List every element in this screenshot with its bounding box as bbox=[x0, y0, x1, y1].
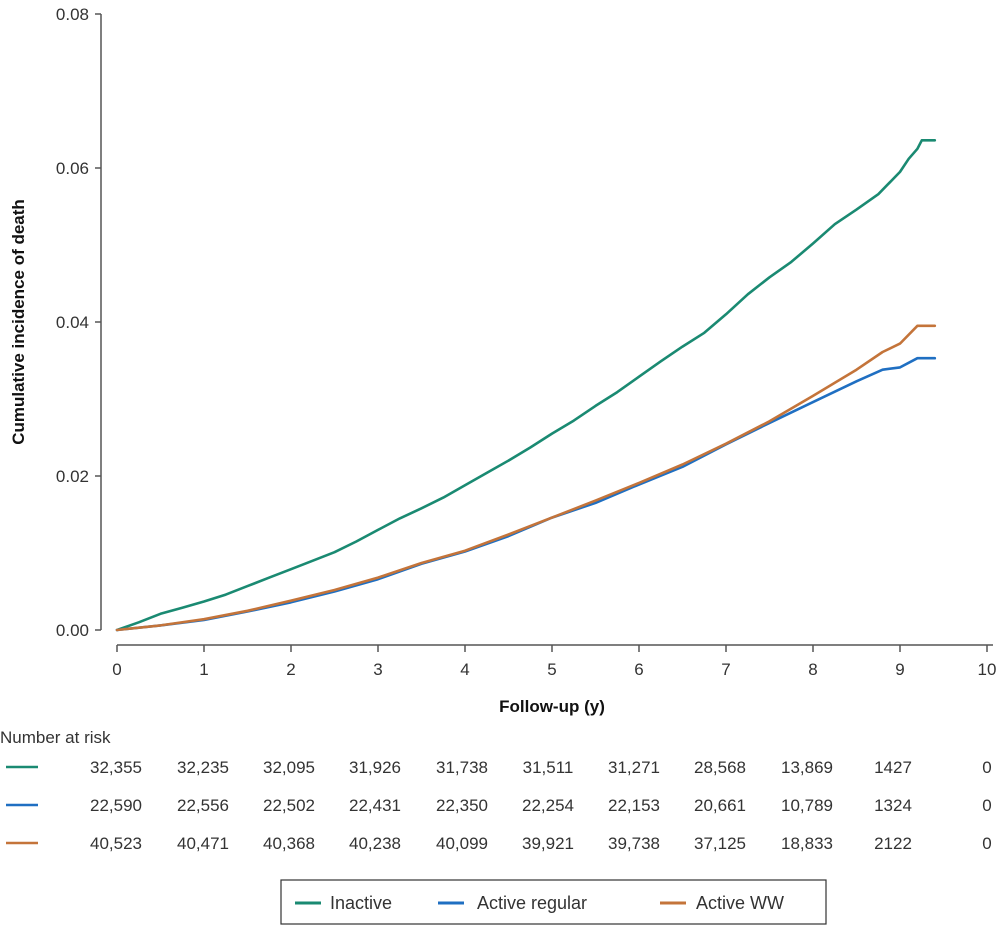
risk-value: 31,511 bbox=[523, 758, 574, 777]
x-ticks: 0 1 2 3 4 5 6 7 8 9 10 bbox=[112, 645, 996, 679]
risk-value: 28,568 bbox=[694, 758, 746, 777]
risk-value: 0 bbox=[982, 834, 991, 853]
series-group bbox=[115, 139, 937, 632]
risk-value: 31,738 bbox=[436, 758, 488, 777]
risk-value: 20,661 bbox=[694, 796, 746, 815]
risk-value: 31,926 bbox=[349, 758, 401, 777]
legend: Inactive Active regular Active WW bbox=[280, 879, 827, 925]
series-line-inactive bbox=[115, 139, 937, 632]
risk-value: 32,095 bbox=[263, 758, 315, 777]
risk-value: 1427 bbox=[874, 758, 912, 777]
y-axis-title: Cumulative incidence of death bbox=[9, 199, 28, 445]
risk-value: 13,869 bbox=[781, 758, 833, 777]
risk-value: 22,502 bbox=[263, 796, 315, 815]
y-tick-label: 0.02 bbox=[56, 467, 89, 486]
y-tick-label: 0.00 bbox=[56, 621, 89, 640]
risk-value: 22,431 bbox=[349, 796, 401, 815]
x-tick-label: 7 bbox=[721, 660, 730, 679]
risk-value: 22,153 bbox=[608, 796, 660, 815]
risk-value: 22,254 bbox=[522, 796, 574, 815]
risk-value: 40,368 bbox=[263, 834, 315, 853]
risk-value: 2122 bbox=[874, 834, 912, 853]
y-tick-label: 0.06 bbox=[56, 159, 89, 178]
x-tick-label: 4 bbox=[460, 660, 469, 679]
series-line-active-ww bbox=[115, 324, 937, 632]
x-tick-label: 6 bbox=[634, 660, 643, 679]
risk-table: Number at risk 32,355 32,235 32,095 31,926 3… bbox=[0, 728, 992, 853]
legend-label-active-regular: Active regular bbox=[477, 893, 587, 913]
risk-rows: 32,355 32,235 32,095 31,926 31,738 31,511 31,2… bbox=[6, 758, 992, 853]
risk-value: 39,738 bbox=[608, 834, 660, 853]
risk-value: 18,833 bbox=[781, 834, 833, 853]
risk-value: 40,523 bbox=[90, 834, 142, 853]
x-tick-label: 5 bbox=[547, 660, 556, 679]
risk-value: 40,471 bbox=[177, 834, 229, 853]
risk-value: 22,590 bbox=[90, 796, 142, 815]
legend-label-inactive: Inactive bbox=[330, 893, 392, 913]
risk-value: 22,350 bbox=[436, 796, 488, 815]
x-tick-label: 8 bbox=[808, 660, 817, 679]
x-tick-label: 9 bbox=[895, 660, 904, 679]
legend-label-active-ww: Active WW bbox=[696, 893, 784, 913]
x-tick-label: 2 bbox=[286, 660, 295, 679]
risk-value: 39,921 bbox=[522, 834, 574, 853]
risk-value: 40,238 bbox=[349, 834, 401, 853]
legend-box bbox=[280, 879, 827, 925]
x-tick-label: 0 bbox=[112, 660, 121, 679]
risk-value: 32,235 bbox=[177, 758, 229, 777]
x-tick-label: 1 bbox=[199, 660, 208, 679]
x-tick-label: 10 bbox=[978, 660, 997, 679]
y-ticks: 0.00 0.02 0.04 0.06 0.08 bbox=[56, 5, 101, 640]
axes: 0.00 0.02 0.04 0.06 0.08 0 1 2 3 4 5 6 7 8 9 10 Follow… bbox=[9, 5, 996, 716]
x-tick-label: 3 bbox=[373, 660, 382, 679]
risk-table-title: Number at risk bbox=[0, 728, 111, 747]
risk-value: 1324 bbox=[874, 796, 912, 815]
risk-value: 40,099 bbox=[436, 834, 488, 853]
x-axis-title: Follow-up (y) bbox=[499, 697, 605, 716]
risk-value: 32,355 bbox=[90, 758, 142, 777]
risk-value: 0 bbox=[982, 796, 991, 815]
y-tick-label: 0.08 bbox=[56, 5, 89, 24]
risk-value: 22,556 bbox=[177, 796, 229, 815]
y-tick-label: 0.04 bbox=[56, 313, 89, 332]
risk-value: 0 bbox=[982, 758, 991, 777]
risk-value: 31,271 bbox=[608, 758, 660, 777]
risk-value: 37,125 bbox=[694, 834, 746, 853]
risk-value: 10,789 bbox=[781, 796, 833, 815]
